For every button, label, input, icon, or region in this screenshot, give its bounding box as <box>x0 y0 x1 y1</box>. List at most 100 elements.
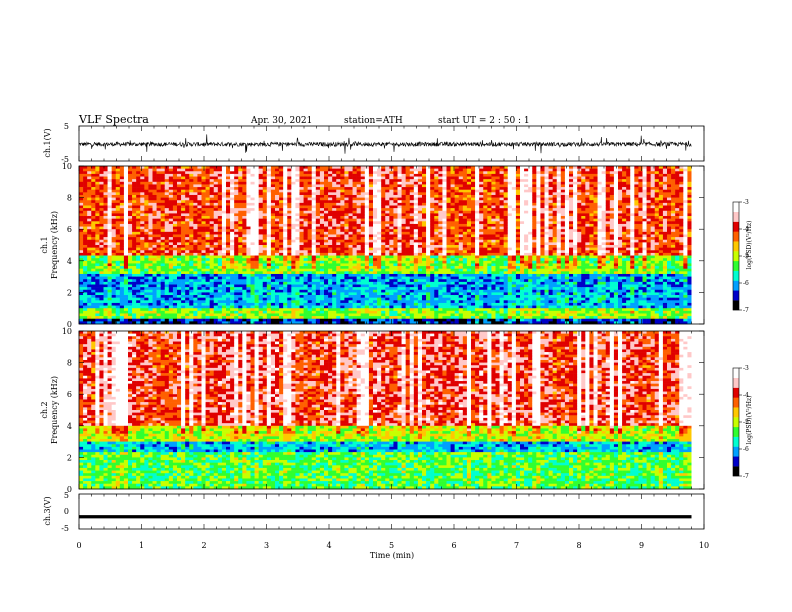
spectrogram-cell <box>87 279 92 283</box>
spectrogram-cell <box>250 250 255 254</box>
spectrogram-cell <box>119 252 125 256</box>
spectrogram-cell <box>377 300 382 304</box>
spectrogram-cell <box>128 168 133 172</box>
spectrogram-cell <box>389 263 394 267</box>
spectrogram-cell <box>226 245 231 248</box>
spectrogram-cell <box>201 223 206 227</box>
spectrogram-cell <box>254 221 259 225</box>
spectrogram-cell <box>381 260 386 264</box>
spectrogram-cell <box>254 281 259 285</box>
spectrogram-cell <box>389 266 394 269</box>
spectrogram-cell <box>340 234 345 238</box>
spectrogram-cell <box>217 289 223 293</box>
spectrogram-cell <box>385 181 390 185</box>
spectrogram-cell <box>315 273 321 277</box>
spectrogram-cell <box>250 279 255 283</box>
spectrogram-cell <box>352 205 357 209</box>
spectrogram-cell <box>360 189 366 193</box>
spectrogram-cell <box>213 176 219 180</box>
spectrogram-cell <box>409 192 415 196</box>
spectrogram-cell <box>95 205 100 209</box>
spectrogram-cell <box>197 192 202 196</box>
spectrogram-cell <box>315 226 321 230</box>
spectrogram-cell <box>254 166 259 169</box>
spectrogram-cell <box>258 255 264 259</box>
spectrogram-cell <box>279 213 284 217</box>
spectrogram-cell <box>401 221 406 225</box>
spectrogram-cell <box>99 284 104 288</box>
spectrogram-cell <box>336 284 341 288</box>
spectrogram-cell <box>193 229 198 233</box>
spectrogram-cell <box>230 316 235 320</box>
spectrogram-cell <box>368 171 374 175</box>
spectrogram-cell <box>246 271 251 275</box>
spectrogram-cell <box>83 237 88 241</box>
spectrogram-cell <box>205 313 210 317</box>
spectrogram-cell <box>144 189 149 193</box>
spectrogram-cell <box>123 263 129 267</box>
spectrogram-cell <box>368 310 374 314</box>
spectrogram-cell <box>107 197 112 201</box>
spectrogram-cell <box>352 187 357 190</box>
spectrogram-cell <box>172 321 178 325</box>
spectrogram-cell <box>405 250 411 254</box>
spectrogram-cell <box>270 184 276 188</box>
spectrogram-cell <box>303 321 308 325</box>
spectrogram-cell <box>324 281 329 285</box>
spectrogram-cell <box>307 313 313 317</box>
spectrogram-cell <box>168 260 174 264</box>
spectrogram-cell <box>258 231 264 235</box>
spectrogram-cell <box>217 305 223 309</box>
spectrogram-cell <box>291 184 296 188</box>
spectrogram-cell <box>409 208 415 212</box>
spectrogram-cell <box>401 255 406 259</box>
spectrogram-cell <box>148 210 153 214</box>
spectrogram-cell <box>389 276 394 280</box>
spectrogram-cell <box>128 197 133 201</box>
spectrogram-cell <box>128 213 133 217</box>
spectrogram-cell <box>360 316 366 320</box>
spectrogram-cell <box>315 184 321 188</box>
spectrogram-cell <box>283 239 288 243</box>
spectrogram-cell <box>299 255 304 259</box>
spectrogram-cell <box>287 292 292 296</box>
spectrogram-cell <box>79 237 84 241</box>
spectrogram-cell <box>111 263 117 267</box>
spectrogram-cell <box>344 205 349 209</box>
spectrogram-cell <box>230 179 235 183</box>
spectrogram-cell <box>270 223 276 227</box>
spectrogram-cell <box>136 295 141 298</box>
spectrogram-cell <box>266 181 272 185</box>
spectrogram-cell <box>107 202 112 206</box>
spectrogram-cell <box>213 284 219 288</box>
spectrogram-cell <box>319 287 325 291</box>
spectrogram-cell <box>177 287 182 291</box>
spectrogram-cell <box>319 276 325 280</box>
spectrogram-cell <box>303 250 308 254</box>
spectrogram-cell <box>238 321 243 325</box>
spectrogram-cell <box>287 284 292 288</box>
spectrogram-cell <box>291 289 296 293</box>
spectrogram-cell <box>148 173 153 177</box>
spectrogram-cell <box>160 181 166 185</box>
spectrogram-cell <box>148 263 153 267</box>
spectrogram-cell <box>279 252 284 256</box>
spectrogram-cell <box>132 234 137 238</box>
spectrogram-cell <box>95 321 100 325</box>
spectrogram-cell <box>397 287 402 291</box>
spectrogram-cell <box>246 308 251 312</box>
spectrogram-cell <box>136 260 141 264</box>
spectrogram-cell <box>352 316 357 320</box>
spectrogram-cell <box>107 221 112 225</box>
spectrogram-cell <box>103 237 108 241</box>
spectrogram-cell <box>234 205 239 209</box>
spectrogram-cell <box>205 168 210 172</box>
spectrogram-cell <box>311 247 317 251</box>
spectrogram-cell <box>123 221 129 225</box>
spectrogram-cell <box>385 200 390 204</box>
spectrogram-cell <box>99 200 104 204</box>
spectrogram-cell <box>356 289 362 293</box>
spectrogram-cell <box>226 250 231 254</box>
spectrogram-cell <box>205 187 210 190</box>
spectrogram-cell <box>172 316 178 320</box>
